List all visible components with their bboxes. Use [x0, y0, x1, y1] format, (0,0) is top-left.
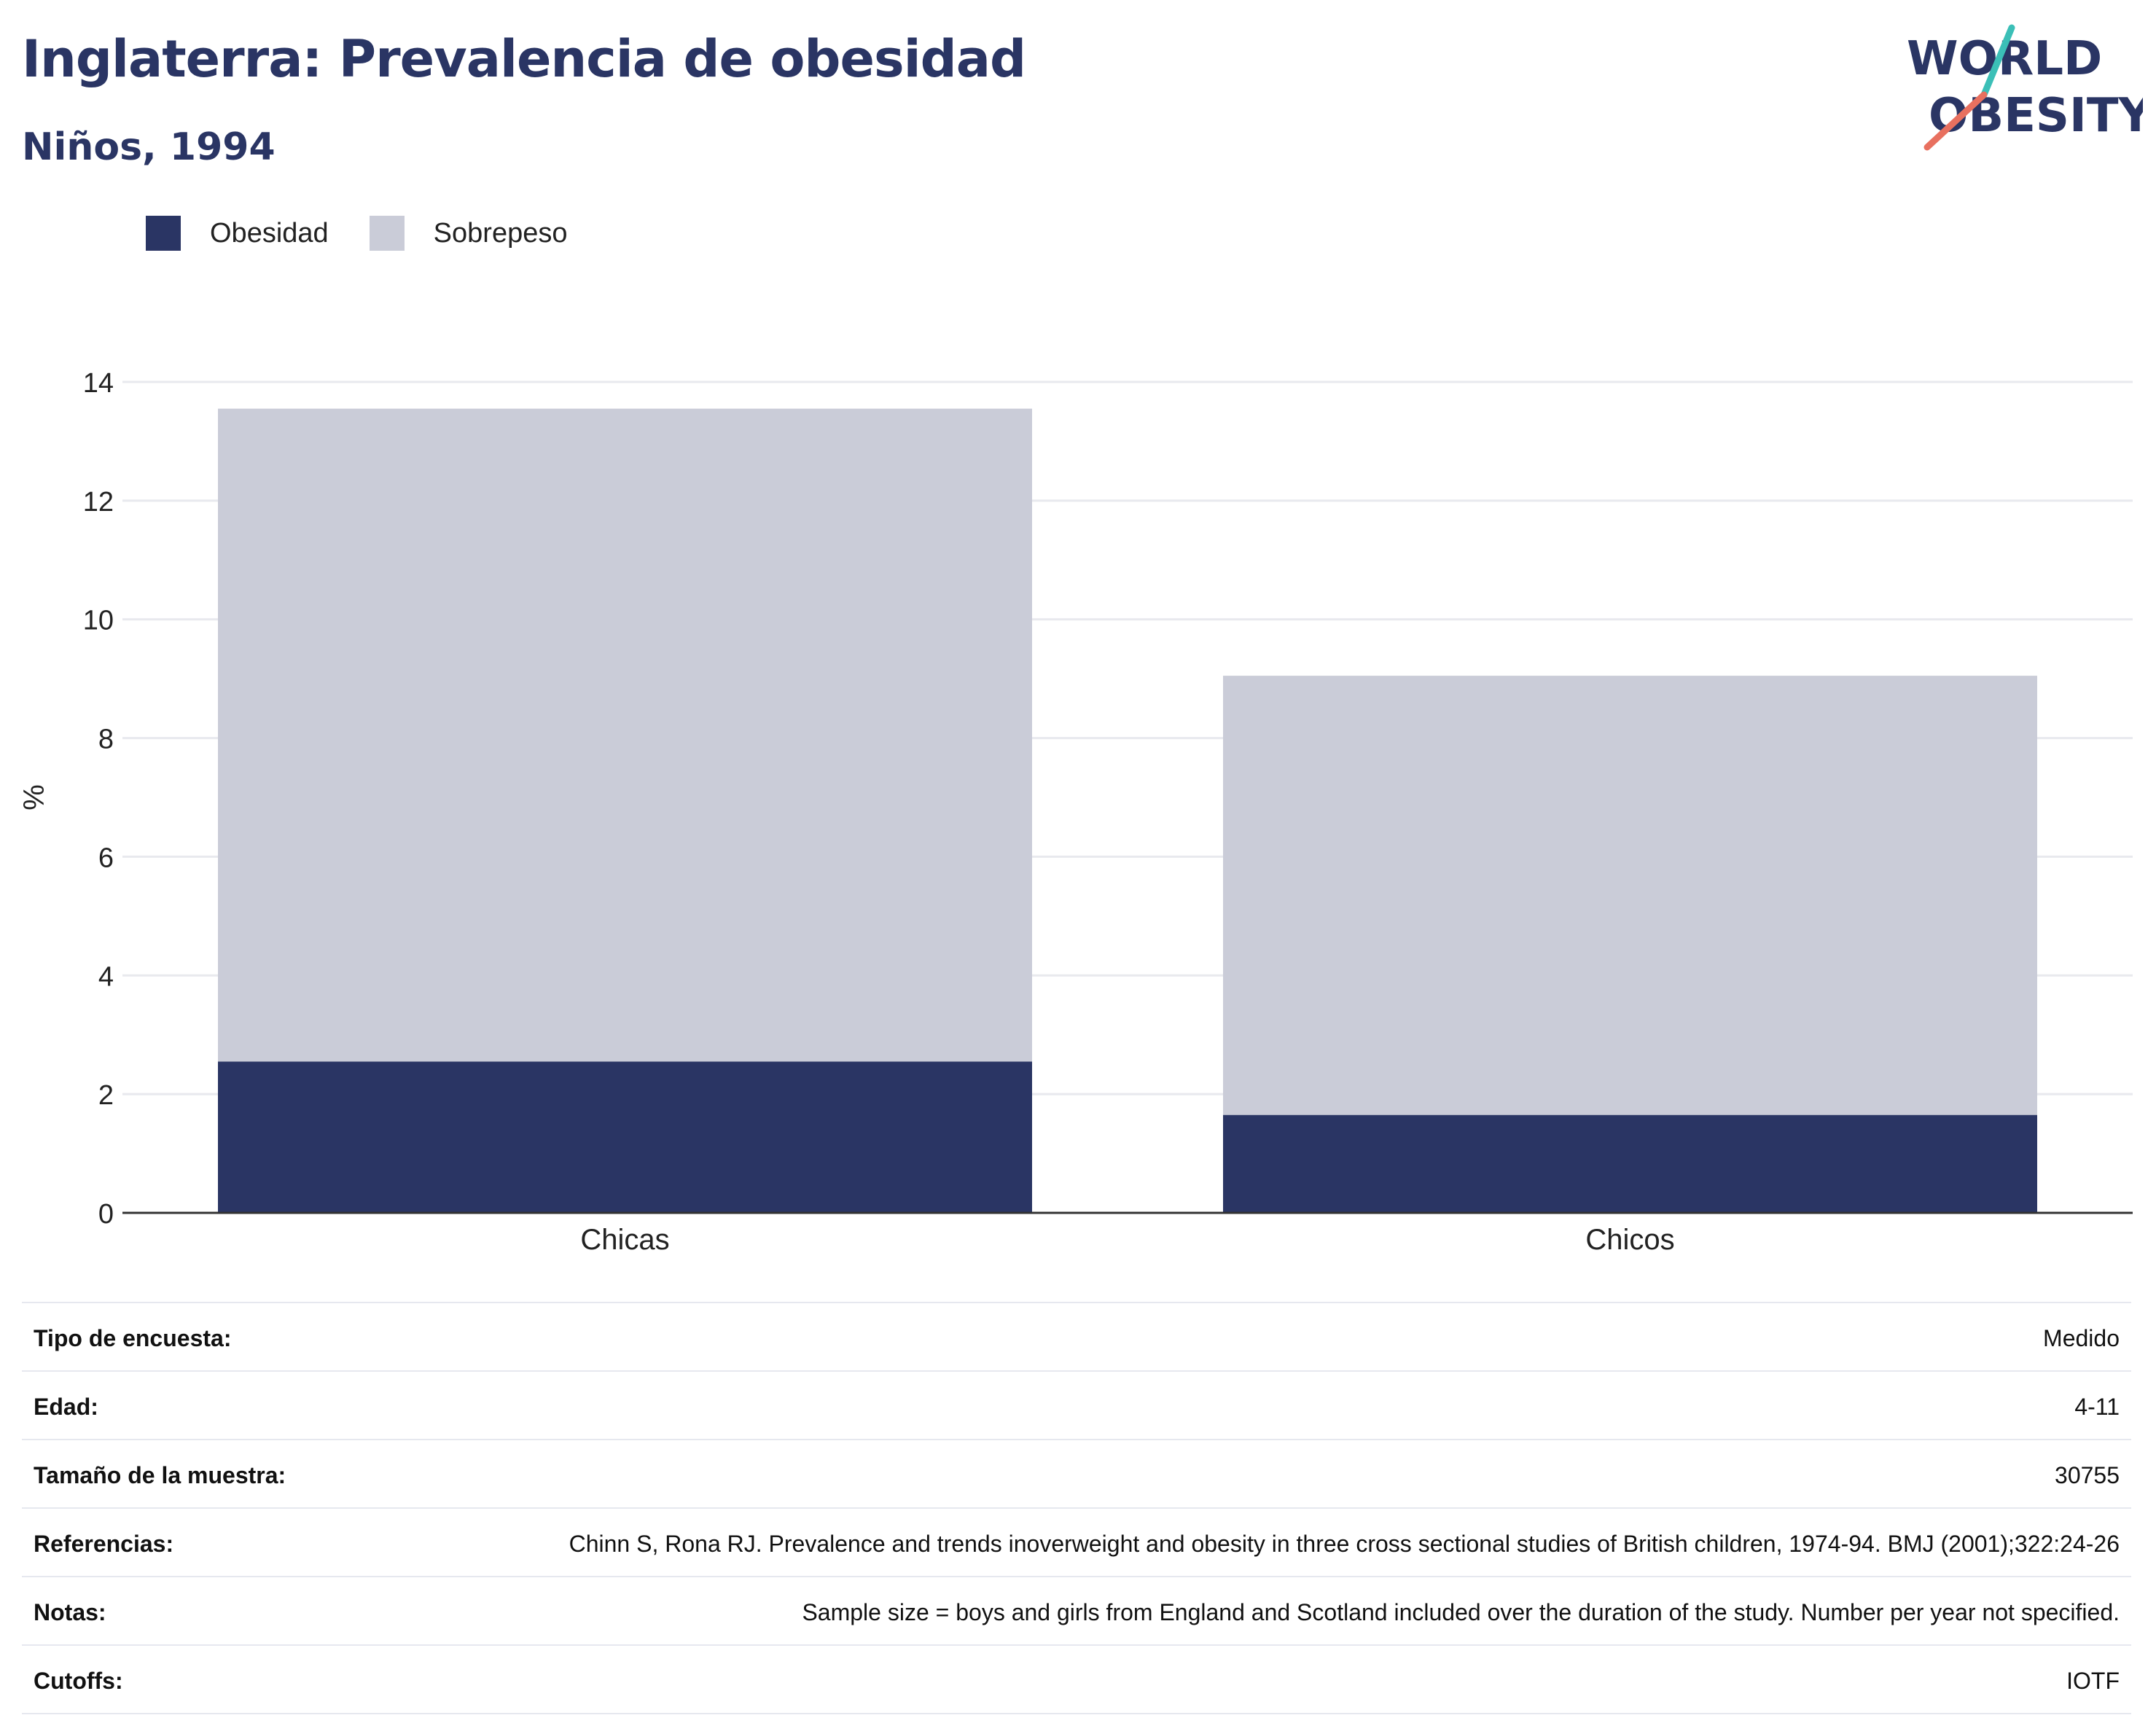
info-row: Notas: Sample size = boys and girls from …	[22, 1577, 2131, 1646]
legend: Obesidad Sobrepeso	[146, 216, 608, 251]
y-tick-label: 6	[98, 843, 114, 873]
info-table: Tipo de encuesta: Medido Edad: 4-11 Tamaño d…	[22, 1302, 2131, 1714]
legend-swatch-obesidad	[146, 216, 181, 251]
info-row: Referencias: Chinn S, Rona RJ. Prevalence…	[22, 1509, 2131, 1577]
legend-swatch-sobrepeso	[369, 216, 405, 251]
x-tick-label: Chicas	[580, 1224, 669, 1256]
logo-coral-stroke	[1923, 91, 1988, 151]
info-label: Notas:	[34, 1599, 106, 1625]
info-label: Cutoffs:	[34, 1668, 123, 1694]
info-row: Tamaño de la muestra: 30755	[22, 1440, 2131, 1509]
chart-title: Inglaterra: Prevalencia de obesidad	[22, 29, 1026, 89]
logo-teal-stroke	[1980, 24, 2015, 98]
legend-item-sobrepeso[interactable]: Sobrepeso	[369, 216, 568, 251]
y-tick-label: 8	[98, 725, 114, 755]
legend-label-obesidad: Obesidad	[210, 217, 329, 249]
info-value: IOTF	[2066, 1668, 2120, 1694]
legend-label-sobrepeso: Sobrepeso	[433, 217, 568, 249]
info-label: Referencias:	[34, 1531, 174, 1557]
y-tick-label: 14	[83, 368, 114, 399]
chart-subtitle: Niños, 1994	[22, 125, 276, 169]
bar-chart: 0 2 4 6 8 10 12 14% Chicas Chicos	[18, 368, 2133, 1256]
info-value: 30755	[2055, 1462, 2120, 1488]
info-row: Edad: 4-11	[22, 1372, 2131, 1440]
info-row: Tipo de encuesta: Medido	[22, 1303, 2131, 1372]
x-tick-label: Chicos	[1585, 1224, 1674, 1256]
info-row: Cutoffs: IOTF	[22, 1646, 2131, 1714]
y-tick-label: 2	[98, 1080, 114, 1111]
info-value: 4-11	[2074, 1394, 2120, 1420]
y-tick-label: 0	[98, 1199, 114, 1230]
y-tick-label: 12	[83, 487, 114, 518]
y-tick-label: 4	[98, 961, 114, 992]
info-label: Tamaño de la muestra:	[34, 1462, 286, 1488]
info-value: Sample size = boys and girls from Englan…	[802, 1599, 2120, 1625]
legend-item-obesidad[interactable]: Obesidad	[146, 216, 329, 251]
y-tick-label: 10	[83, 606, 114, 636]
info-value: Medido	[2043, 1325, 2120, 1351]
info-value: Chinn S, Rona RJ. Prevalence and trends …	[569, 1531, 2120, 1557]
info-label: Edad:	[34, 1394, 98, 1420]
bar-obesidad-chicos	[1223, 1114, 2037, 1213]
y-axis-label: %	[18, 784, 50, 811]
info-label: Tipo de encuesta:	[34, 1325, 232, 1351]
bar-sobrepeso-chicas	[218, 408, 1032, 1062]
world-obesity-logo: WORLD OBESITY	[1907, 24, 2143, 151]
bar-obesidad-chicas	[218, 1061, 1032, 1213]
bar-sobrepeso-chicos	[1223, 676, 2037, 1115]
